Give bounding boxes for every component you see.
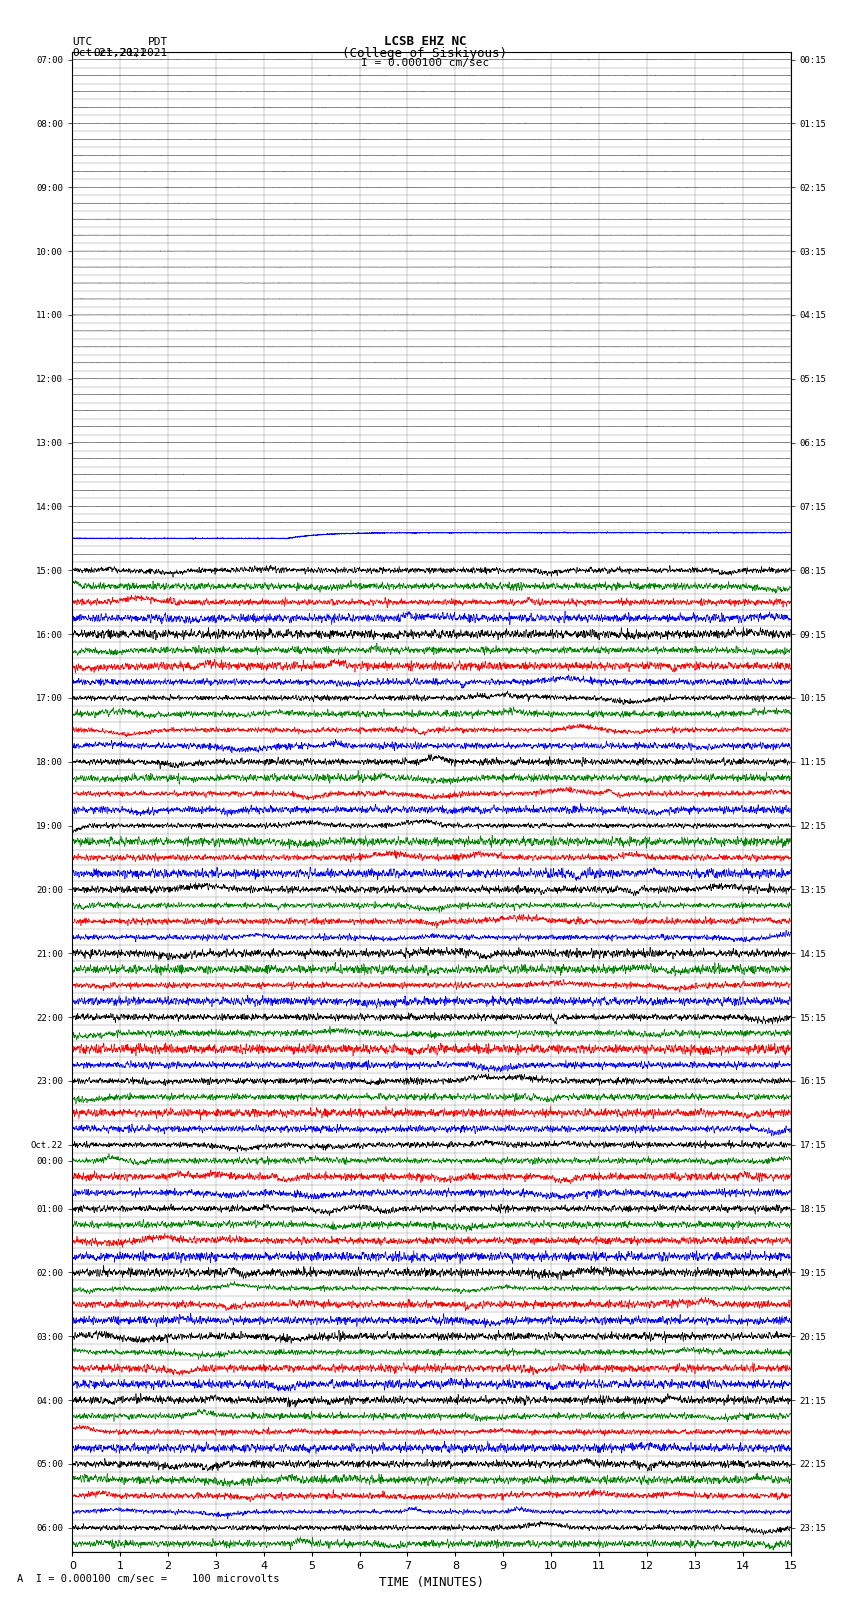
Text: Oct.21,2021: Oct.21,2021: [94, 48, 167, 58]
Text: LCSB EHZ NC: LCSB EHZ NC: [383, 35, 467, 48]
Text: PDT: PDT: [147, 37, 167, 47]
Text: Oct.21,2021: Oct.21,2021: [72, 48, 146, 58]
Text: A  I = 0.000100 cm/sec =    100 microvolts: A I = 0.000100 cm/sec = 100 microvolts: [17, 1574, 280, 1584]
X-axis label: TIME (MINUTES): TIME (MINUTES): [379, 1576, 484, 1589]
Text: UTC: UTC: [72, 37, 93, 47]
Text: I = 0.000100 cm/sec: I = 0.000100 cm/sec: [361, 58, 489, 68]
Text: (College of Siskiyous): (College of Siskiyous): [343, 47, 507, 60]
